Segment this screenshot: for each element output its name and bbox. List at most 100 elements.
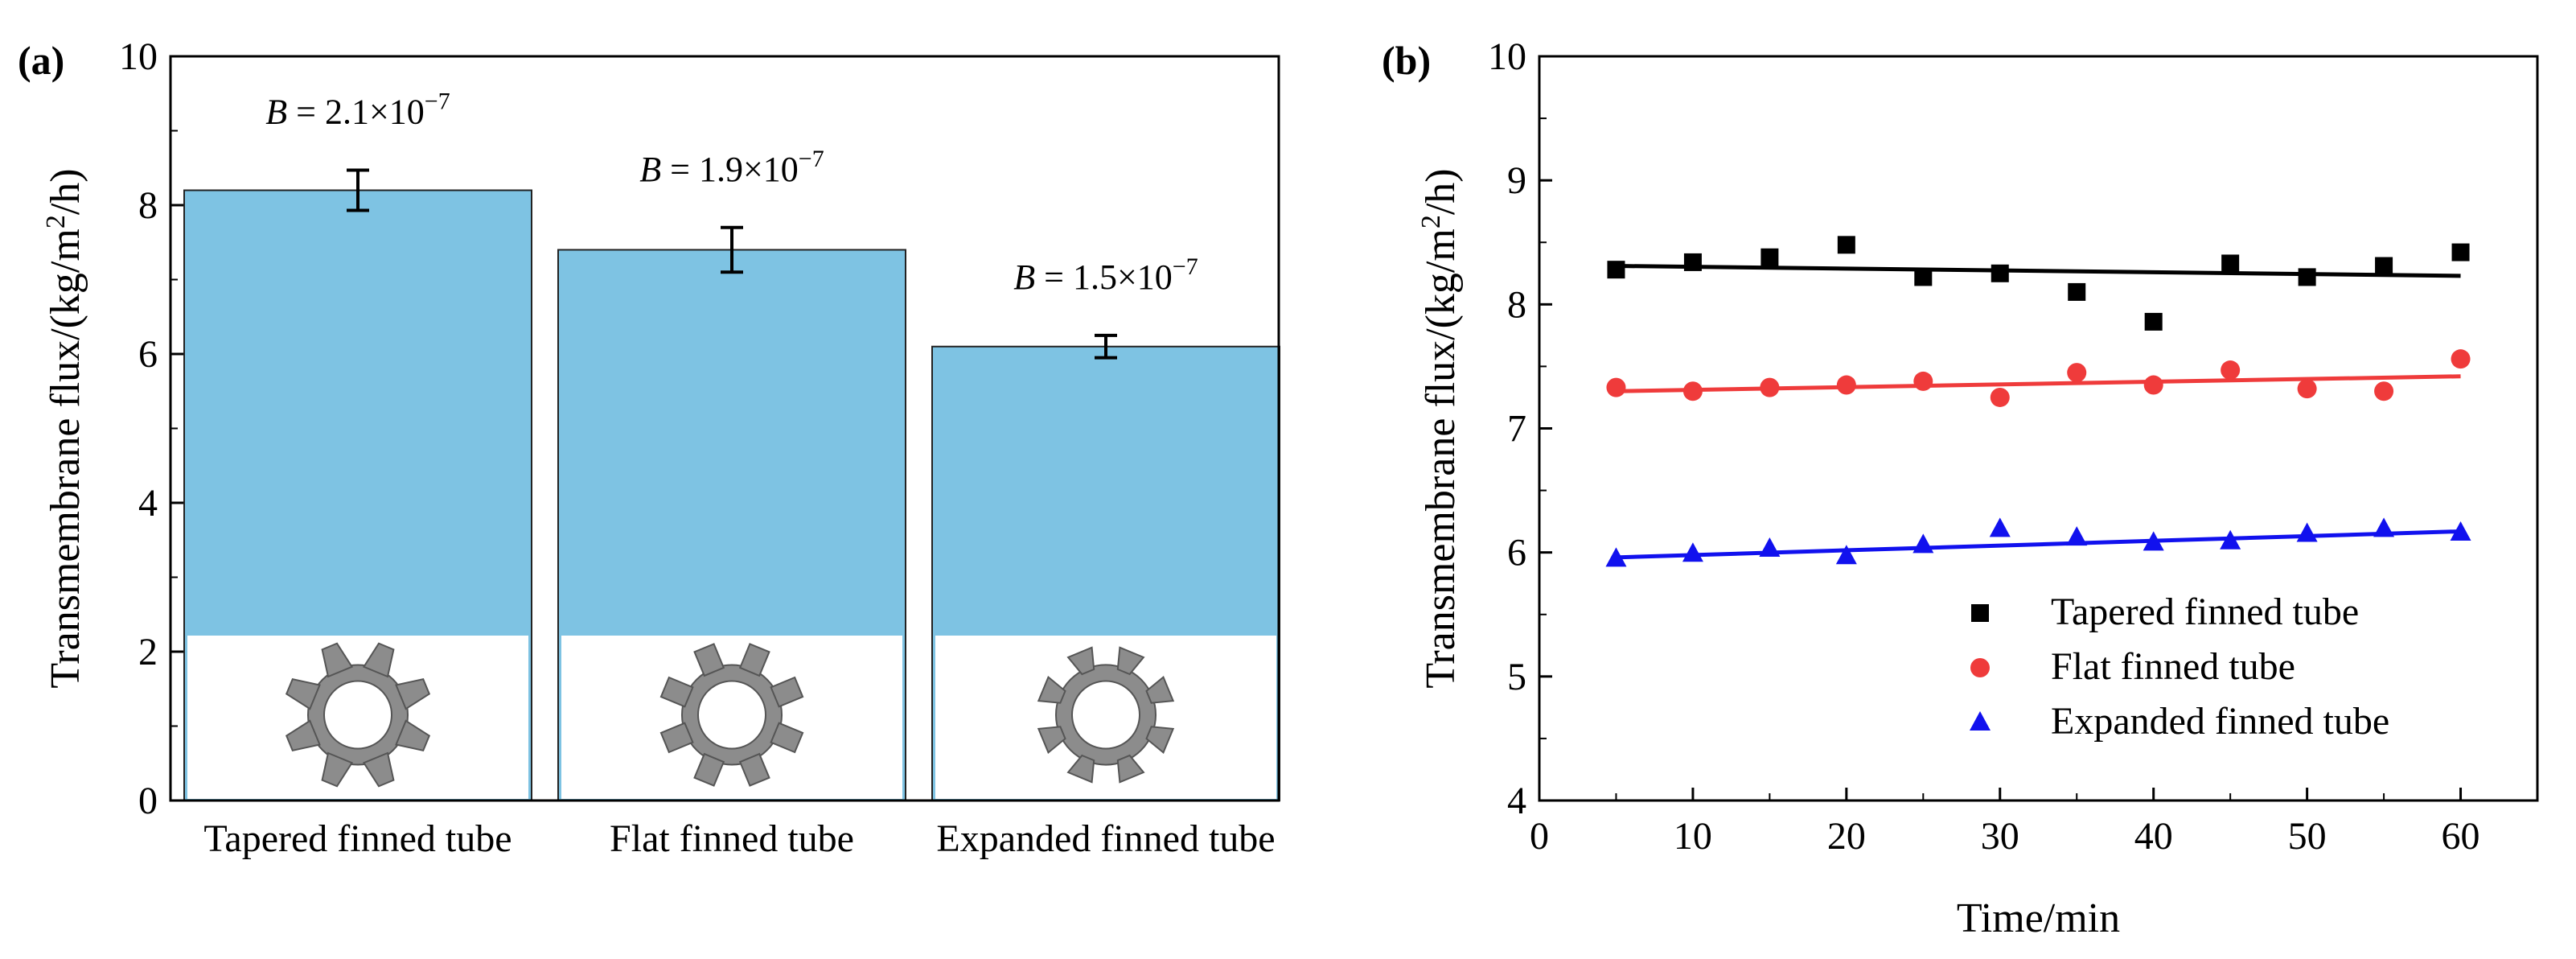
point-flat-finned-tube [2143,375,2163,395]
fin [659,722,694,754]
y-tick-label: 6 [138,333,158,376]
fin [738,752,770,787]
legend-label-expanded-finned-tube: Expanded finned tube [2051,700,2389,743]
flat-fin-cross-section-icon [659,643,804,787]
y-tick-label: 10 [119,35,158,78]
legend-label-tapered-finned-tube: Tapered finned tube [2051,591,2359,633]
annotation-b-flat-finned-tube: B = 1.9×10−7 [639,146,824,189]
y-tick-label: 0 [138,780,158,822]
fin [362,642,395,678]
panel-b-label: (b) [1382,38,1431,83]
point-tapered-finned-tube [2451,243,2470,261]
panel-a-bar-chart: (a) Tapered finned tube B = 2.1×10−7 Flat f… [18,35,1280,860]
legend-marker-flat-finned-tube [1970,658,1990,677]
x-tick-label-tapered-finned-tube: Tapered finned tube [203,817,512,860]
point-tapered-finned-tube [2221,254,2240,273]
point-expanded-finned-tube [2373,517,2395,537]
fit-line-tapered-finned-tube [1616,264,2461,278]
point-flat-finned-tube [2221,360,2241,381]
error-bar-expanded-finned-tube [1095,333,1117,360]
fin [285,719,321,752]
x-tick-label: 40 [2134,815,2173,858]
series-tapered-finned-tube [1607,236,2470,331]
annotation-b-tapered-finned-tube: B = 2.1×10−7 [265,88,450,132]
point-flat-finned-tube [1606,377,1626,397]
y-tick-label: 7 [1507,408,1526,451]
y-tick-label: 2 [138,631,158,673]
point-tapered-finned-tube [2298,268,2316,286]
point-expanded-finned-tube [1835,545,1857,565]
point-expanded-finned-tube [1682,542,1703,562]
point-expanded-finned-tube [2296,522,2318,542]
point-tapered-finned-tube [1760,248,1779,266]
point-expanded-finned-tube [2220,529,2241,549]
y-tick-label: 9 [1507,159,1526,202]
point-tapered-finned-tube [1683,253,1702,271]
point-flat-finned-tube [1760,377,1780,397]
fin [770,676,804,708]
panel-a-label: (a) [18,38,64,83]
panel-b-y-axis-title: Transmembrane flux/(kg/m2/h) [1416,168,1464,688]
point-flat-finned-tube [2297,379,2317,399]
point-expanded-finned-tube [1912,533,1934,554]
panel-b-x-axis-title: Time/min [1957,895,2120,941]
fin [1116,646,1145,676]
point-flat-finned-tube [1990,387,2010,407]
fin [1145,675,1175,704]
fin [395,719,431,752]
point-flat-finned-tube [2451,349,2471,369]
point-expanded-finned-tube [2143,531,2164,551]
y-tick-label: 4 [1507,780,1526,822]
series-expanded-finned-tube [1605,517,2471,567]
tapered-fin-cross-section-icon [285,642,431,788]
tube-ring [1054,664,1157,766]
fin [1037,726,1066,755]
point-flat-finned-tube [1836,375,1856,395]
fin [1116,754,1145,784]
legend-marker-expanded-finned-tube [1970,711,1991,731]
fin [321,642,354,678]
fin [1066,754,1095,784]
point-tapered-finned-tube [1837,236,1855,254]
fin [1037,675,1066,704]
panel-b-scatter-chart: (b) 4 5 6 7 8 9 10 0 10 20 30 40 50 60 Time/min Transmem… [1382,35,2539,941]
legend: Tapered finned tube Flat finned tube Expan… [1970,591,2389,743]
fin [659,676,694,708]
point-expanded-finned-tube [1605,547,1627,567]
x-tick-label-flat-finned-tube: Flat finned tube [610,817,854,860]
series-flat-finned-tube [1606,349,2471,407]
error-bar-flat-finned-tube [721,225,743,274]
point-expanded-finned-tube [2066,526,2088,546]
fin [362,751,395,788]
point-tapered-finned-tube [1914,268,1933,286]
fin [321,751,354,788]
inset-background-tapered-finned-tube [187,636,528,799]
y-tick-label: 8 [1507,283,1526,326]
point-flat-finned-tube [2067,363,2087,383]
point-tapered-finned-tube [1991,264,2009,282]
point-tapered-finned-tube [1607,261,1625,279]
x-tick-label-expanded-finned-tube: Expanded finned tube [936,817,1275,860]
point-expanded-finned-tube [1759,537,1781,558]
point-flat-finned-tube [2374,381,2394,401]
fit-line-flat-finned-tube [1616,374,2461,393]
x-tick-label: 10 [1674,815,1712,858]
x-tick-label: 30 [1981,815,2019,858]
fin [693,752,725,787]
y-tick-label: 4 [138,482,158,525]
y-tick-label: 5 [1507,656,1526,698]
panel-b-frame [1538,55,2539,802]
point-expanded-finned-tube [1989,517,2011,537]
inset-background-expanded-finned-tube [935,636,1276,799]
fin [693,643,725,677]
y-tick-label: 10 [1488,35,1526,78]
x-tick-label: 0 [1530,815,1549,858]
annotation-b-expanded-finned-tube: B = 1.5×10−7 [1013,253,1198,297]
fin [1066,646,1095,676]
expanded-fin-cross-section-icon [1037,646,1175,784]
x-tick-label: 20 [1827,815,1866,858]
fin [395,677,431,710]
point-tapered-finned-tube [2375,257,2393,275]
x-tick-label: 50 [2288,815,2327,858]
